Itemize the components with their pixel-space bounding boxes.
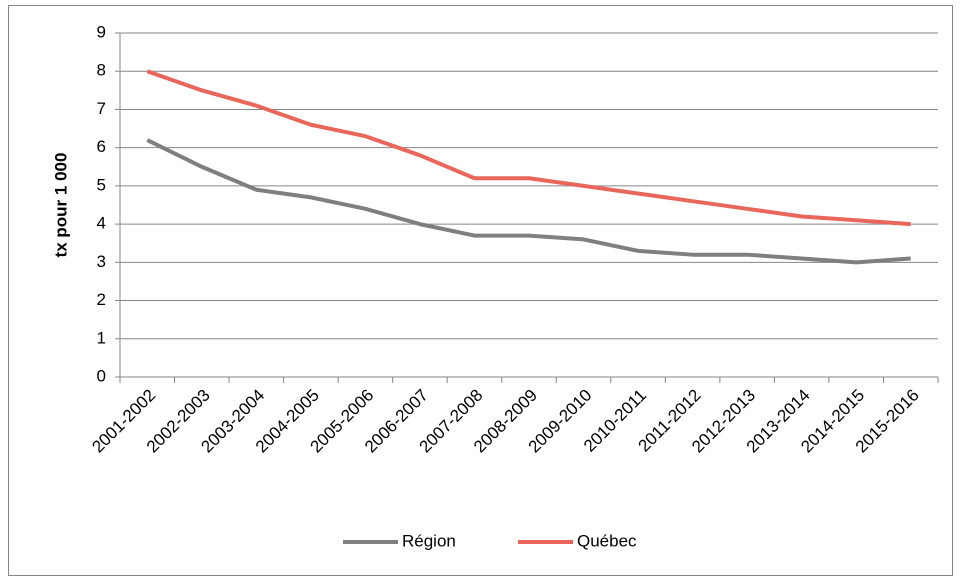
y-tick-label: 3 [97,252,106,271]
series-line [146,69,911,227]
y-tick-label: 6 [97,137,106,156]
series-line [146,138,911,265]
y-tick-label: 5 [97,175,106,194]
legend-label: Région [402,531,456,550]
y-tick-label: 7 [97,99,106,118]
y-tick-label: 8 [97,61,106,80]
y-tick-label: 9 [97,22,106,41]
chart-frame [8,5,953,576]
y-tick-label: 2 [97,290,106,309]
y-tick-label: 0 [97,366,106,385]
y-axis-label: tx pour 1 000 [51,153,70,258]
legend-label: Québec [577,531,637,550]
y-tick-label: 1 [97,328,106,347]
y-tick-label: 4 [97,214,106,233]
